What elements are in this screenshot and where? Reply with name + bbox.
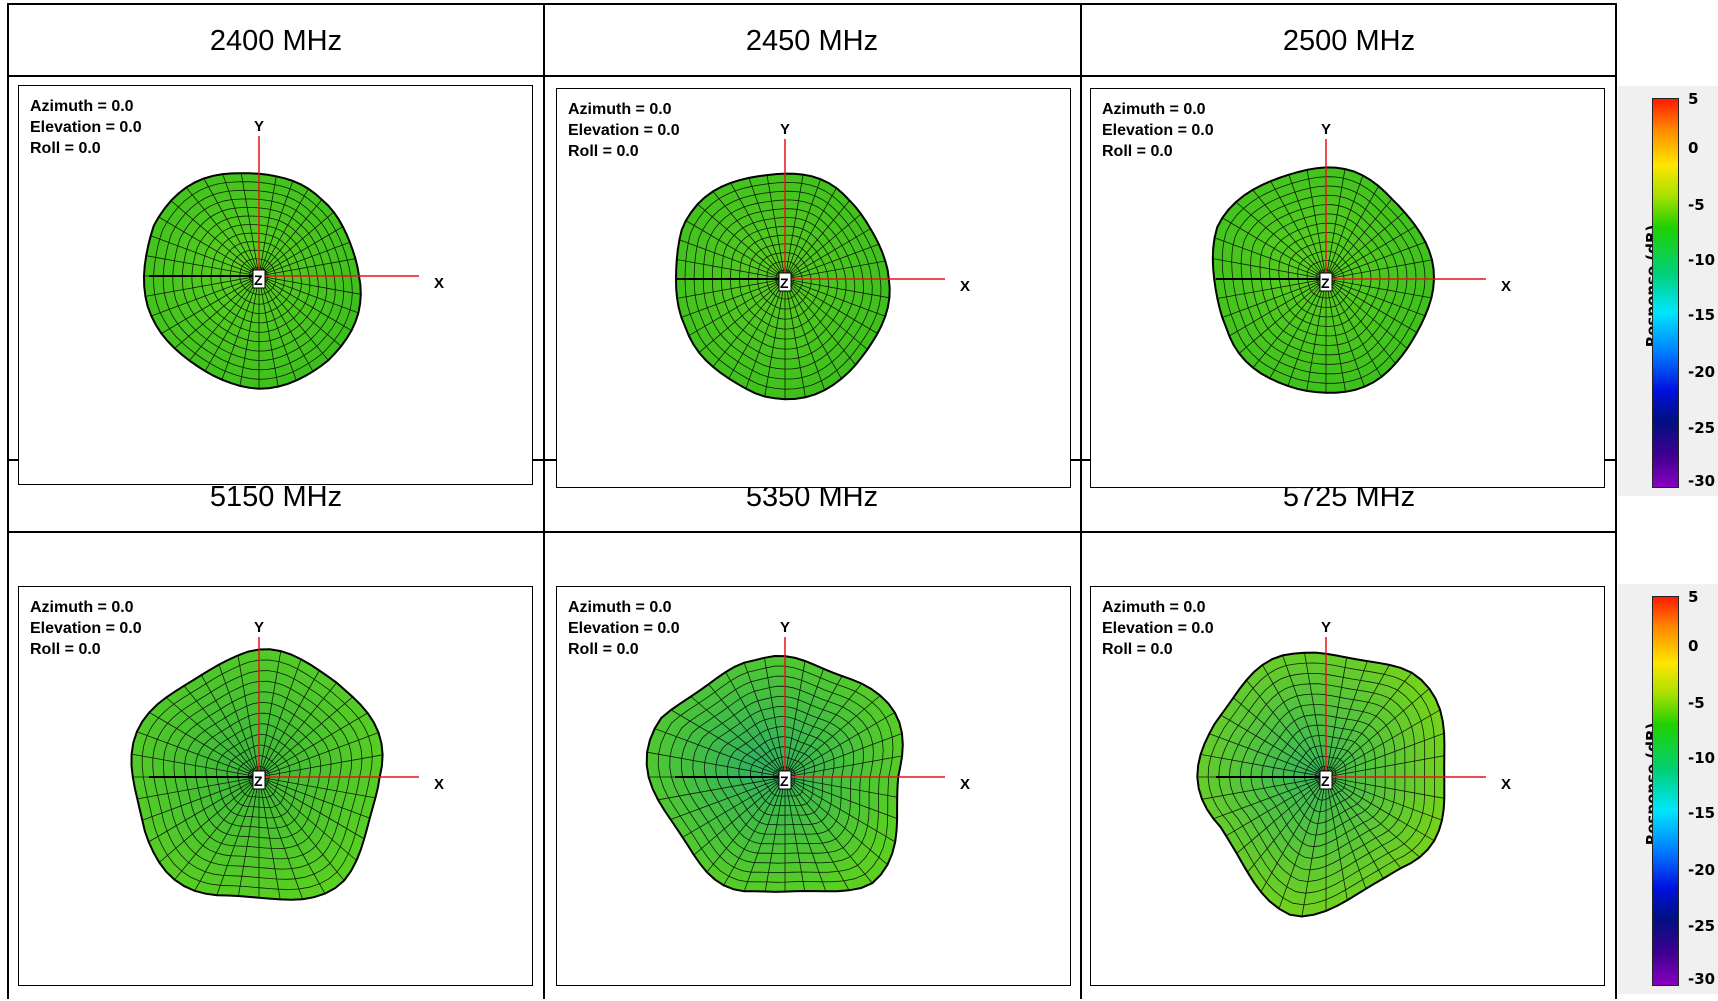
azimuth-value: Azimuth = 0.0: [1102, 599, 1206, 616]
frequency-header: 5150 MHz: [209, 480, 343, 513]
y-axis-label: Y: [1321, 619, 1331, 636]
roll-value: Roll = 0.0: [30, 641, 101, 658]
x-axis-label: X: [960, 278, 970, 295]
frequency-header: 2400 MHz: [209, 24, 343, 57]
pattern-plot-panel[interactable]: Y X Z Azimuth = 0.0 Elevation = 0.0 Roll = 0.…: [556, 586, 1071, 986]
z-axis-label: Z: [1321, 275, 1330, 291]
z-axis-box: [778, 770, 792, 790]
colorbar-gradient: [1652, 98, 1679, 488]
z-axis-box: [778, 272, 792, 292]
colorbar-legend: Response (dB) 5 0 -5 -10 -15 -20 -25 -30: [1618, 584, 1718, 994]
colorbar-tick: -15: [1688, 804, 1716, 822]
grid-line-left: [7, 3, 9, 999]
x-axis-label: X: [434, 776, 444, 793]
elevation-value: Elevation = 0.0: [30, 119, 142, 136]
grid-line-col1: [543, 3, 545, 999]
orientation-readout: Azimuth = 0.0 Elevation = 0.0 Roll = 0.0: [568, 99, 680, 162]
elevation-value: Elevation = 0.0: [1102, 122, 1214, 139]
z-axis-box: [1319, 770, 1333, 790]
roll-value: Roll = 0.0: [1102, 143, 1173, 160]
orientation-readout: Azimuth = 0.0 Elevation = 0.0 Roll = 0.0: [1102, 597, 1214, 660]
x-axis-label: X: [1501, 776, 1511, 793]
orientation-readout: Azimuth = 0.0 Elevation = 0.0 Roll = 0.0: [1102, 99, 1214, 162]
azimuth-value: Azimuth = 0.0: [30, 98, 134, 115]
roll-value: Roll = 0.0: [30, 140, 101, 157]
pattern-plot-panel[interactable]: Y X Z Azimuth = 0.0 Elevation = 0.0 Roll = 0.…: [1090, 88, 1605, 488]
colorbar-tick: -10: [1688, 749, 1716, 767]
z-axis-box: [252, 770, 266, 790]
colorbar-tick: 0: [1688, 139, 1699, 157]
colorbar-tick: -30: [1688, 472, 1716, 490]
colorbar-tick: 5: [1688, 90, 1699, 108]
colorbar-tick: 5: [1688, 588, 1699, 606]
z-axis-label: Z: [254, 773, 263, 789]
elevation-value: Elevation = 0.0: [1102, 620, 1214, 637]
orientation-readout: Azimuth = 0.0 Elevation = 0.0 Roll = 0.0: [568, 597, 680, 660]
y-axis-label: Y: [780, 121, 790, 138]
pattern-plot-panel[interactable]: Y X Z Azimuth = 0.0 Elevation = 0.0 Roll = 0.…: [18, 586, 533, 986]
z-axis-label: Z: [780, 773, 789, 789]
colorbar-tick: -25: [1688, 419, 1716, 437]
orientation-readout: Azimuth = 0.0 Elevation = 0.0 Roll = 0.0: [30, 597, 142, 660]
azimuth-value: Azimuth = 0.0: [30, 599, 134, 616]
pattern-plot: Y X Z: [1211, 121, 1511, 394]
pattern-surface: [645, 654, 904, 893]
colorbar-tick: -30: [1688, 970, 1716, 988]
x-axis-label: X: [1501, 278, 1511, 295]
azimuth-value: Azimuth = 0.0: [568, 101, 672, 118]
pattern-plot: Y X Z: [645, 619, 970, 893]
y-axis-label: Y: [254, 118, 264, 135]
elevation-value: Elevation = 0.0: [30, 620, 142, 637]
colorbar-legend: Response (dB) 5 0 -5 -10 -15 -20 -25 -30: [1618, 86, 1718, 496]
y-axis-label: Y: [254, 619, 264, 636]
pattern-plot-panel[interactable]: Y X Z Azimuth = 0.0 Elevation = 0.0 Roll = 0.…: [18, 85, 533, 485]
pattern-plot: Y X Z: [142, 118, 444, 390]
colorbar-tick: -20: [1688, 861, 1716, 879]
frequency-header: 2450 MHz: [745, 24, 879, 57]
grid-line-right: [1615, 3, 1617, 999]
z-axis-label: Z: [254, 272, 263, 288]
pattern-plot: Y X Z: [674, 121, 970, 401]
y-axis-label: Y: [780, 619, 790, 636]
y-axis-label: Y: [1321, 121, 1331, 138]
surface-mesh: [646, 655, 904, 893]
pattern-plot: Y X Z: [130, 619, 444, 901]
pattern-plot-panel[interactable]: Y X Z Azimuth = 0.0 Elevation = 0.0 Roll = 0.…: [1090, 586, 1605, 986]
azimuth-value: Azimuth = 0.0: [1102, 101, 1206, 118]
z-axis-label: Z: [1321, 773, 1330, 789]
x-axis-label: X: [434, 275, 444, 292]
colorbar-tick: 0: [1688, 637, 1699, 655]
colorbar-tick: -5: [1688, 694, 1705, 712]
elevation-value: Elevation = 0.0: [568, 620, 680, 637]
colorbar-tick: -5: [1688, 196, 1705, 214]
pattern-grid: 2400 MHz 2450 MHz 2500 MHz 5150 MHz 5350…: [7, 3, 1617, 999]
orientation-readout: Azimuth = 0.0 Elevation = 0.0 Roll = 0.0: [30, 96, 142, 159]
frequency-header: 2500 MHz: [1282, 24, 1416, 57]
grid-line-header2: [7, 531, 1617, 533]
roll-value: Roll = 0.0: [568, 641, 639, 658]
x-axis-label: X: [960, 776, 970, 793]
roll-value: Roll = 0.0: [568, 143, 639, 160]
z-axis-label: Z: [780, 275, 789, 291]
colorbar-tick: -10: [1688, 251, 1716, 269]
colorbar-gradient: [1652, 596, 1679, 986]
pattern-plot-panel[interactable]: Y X Z Azimuth = 0.0 Elevation = 0.0 Roll = 0.…: [556, 88, 1071, 488]
azimuth-value: Azimuth = 0.0: [568, 599, 672, 616]
grid-line-col2: [1080, 3, 1082, 999]
z-axis-box: [252, 269, 266, 289]
pattern-plot: Y X Z: [1196, 619, 1511, 918]
colorbar-tick: -15: [1688, 306, 1716, 324]
grid-line-header1: [7, 75, 1617, 77]
grid-line-top: [7, 3, 1617, 5]
colorbar-tick: -25: [1688, 917, 1716, 935]
colorbar-tick: -20: [1688, 363, 1716, 381]
elevation-value: Elevation = 0.0: [568, 122, 680, 139]
roll-value: Roll = 0.0: [1102, 641, 1173, 658]
z-axis-box: [1319, 272, 1333, 292]
